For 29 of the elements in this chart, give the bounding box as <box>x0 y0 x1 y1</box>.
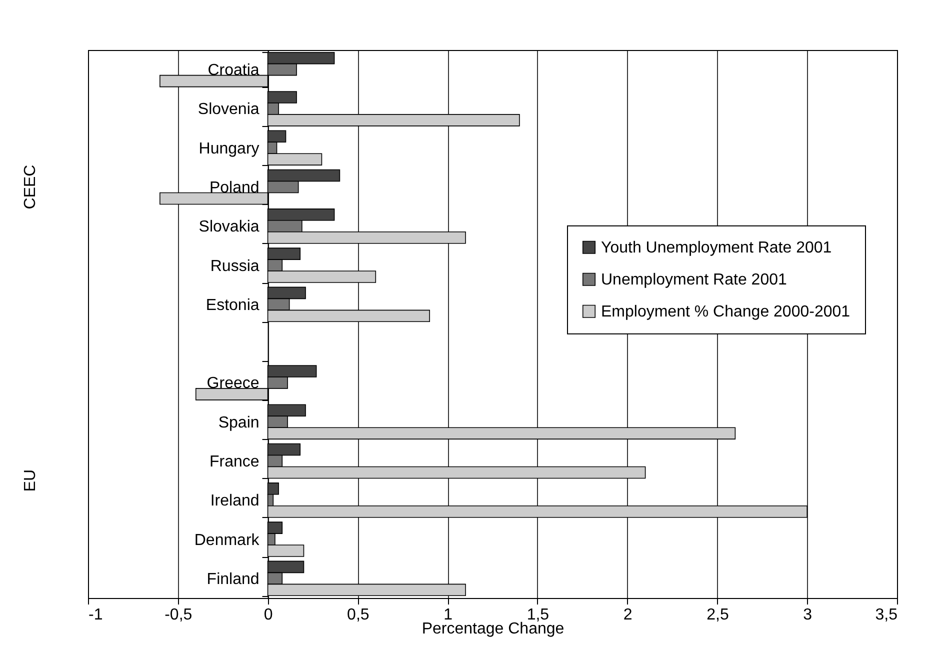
y-tick-label: Greece <box>206 375 260 392</box>
y-tick-label: Finland <box>206 570 260 588</box>
legend-label: Youth Unemployment Rate 2001 <box>601 239 832 256</box>
y-tick-label: Hungary <box>198 140 260 158</box>
x-tick-label: 1,5 <box>526 606 550 624</box>
x-tick-label: 2,5 <box>706 606 729 624</box>
x-axis-title: Percentage Change <box>422 620 564 638</box>
x-tick-label: -1 <box>88 606 103 624</box>
x-tick-label: 3,5 <box>875 606 898 624</box>
x-tick-label: 0,5 <box>347 606 370 624</box>
y-tick-label: Russia <box>210 258 260 275</box>
y-tick-label: Denmark <box>194 532 260 549</box>
y-tick-label: Estonia <box>206 296 260 314</box>
y-tick-label: Poland <box>209 180 260 196</box>
x-tick-label: 2 <box>623 606 632 624</box>
y-tick-label: Spain <box>218 414 260 432</box>
y-tick-label: Ireland <box>210 492 260 510</box>
legend-label: Unemployment Rate 2001 <box>601 271 787 288</box>
x-tick-label: 1 <box>444 606 453 624</box>
x-tick-label: -0,5 <box>164 606 192 624</box>
text: CEEC <box>22 164 39 210</box>
y-tick-label: France <box>209 454 260 470</box>
x-tick-label: 0 <box>264 606 273 624</box>
x-tick-label: 3 <box>803 606 812 624</box>
y-tick-label: Croatia <box>208 62 260 80</box>
y-tick-label: Slovakia <box>198 218 260 236</box>
y-tick-label: Slovenia <box>198 101 260 118</box>
text: EU <box>22 469 39 492</box>
legend-label: Employment % Change 2000-2001 <box>601 303 850 320</box>
